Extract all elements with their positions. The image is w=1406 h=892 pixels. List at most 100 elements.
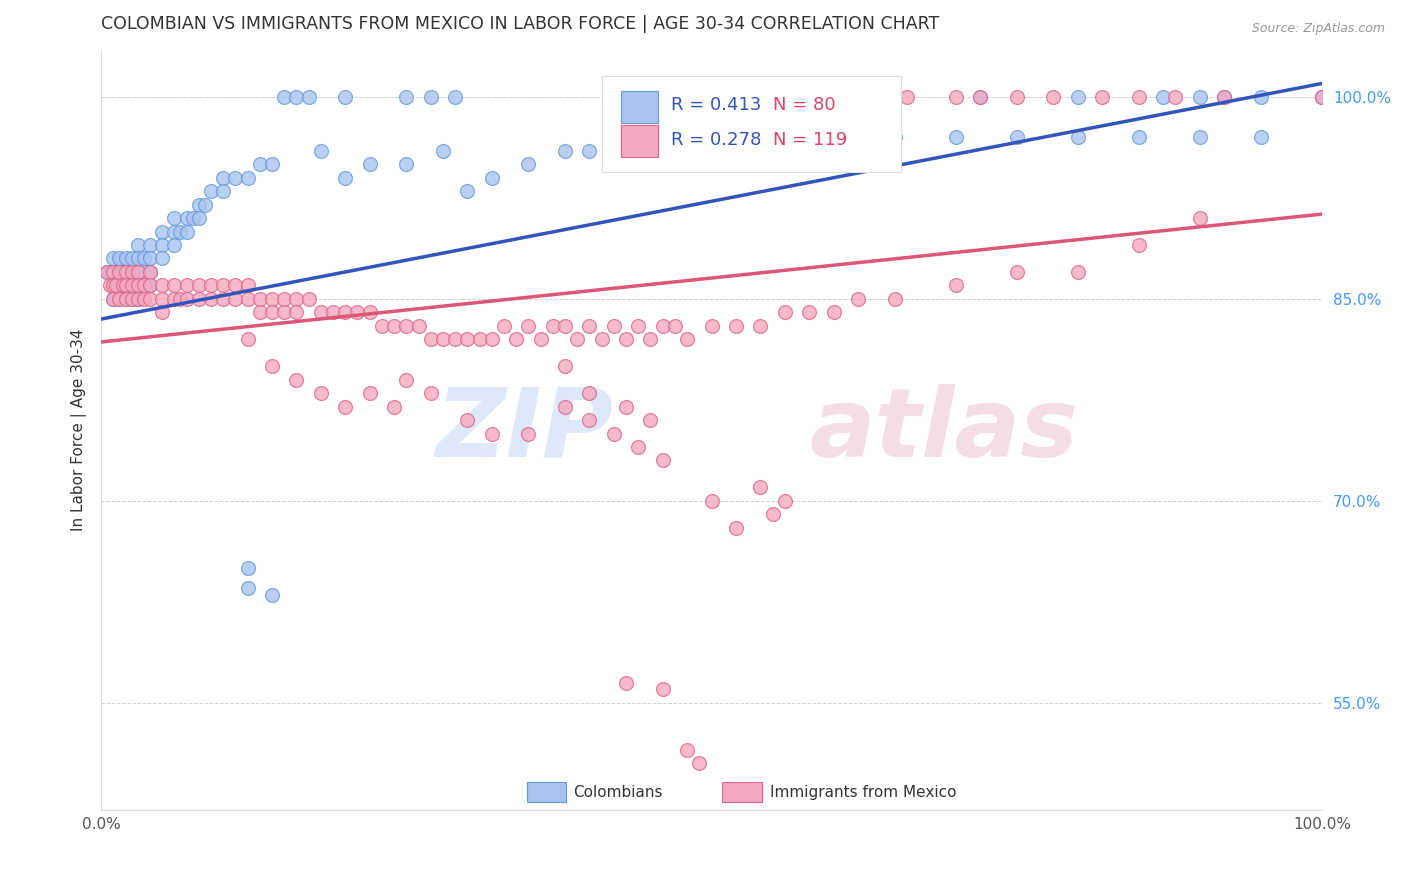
Point (273, 90, 295, 104)
Text: ZIP: ZIP (436, 384, 614, 476)
Point (395, 373, 418, 387)
Point (1188, 211, 1211, 226)
Point (359, 305, 381, 319)
Point (700, 130, 723, 145)
Point (224, 278, 246, 293)
Point (103, 252, 125, 266)
Point (108, 292, 131, 306)
Point (456, 332, 478, 346)
Point (517, 318, 540, 333)
Point (212, 170, 235, 185)
Point (150, 252, 173, 266)
Point (651, 318, 673, 333)
Text: Source: ZipAtlas.com: Source: ZipAtlas.com (1251, 22, 1385, 36)
Point (554, 400, 576, 414)
Point (224, 292, 246, 306)
Point (395, 318, 418, 333)
Point (98, 265, 121, 279)
Point (468, 332, 491, 346)
Point (1310, 90, 1333, 104)
Point (260, 359, 283, 374)
Point (236, 332, 259, 346)
Point (309, 144, 332, 158)
Point (945, 278, 967, 293)
Point (127, 252, 149, 266)
Point (554, 318, 576, 333)
Point (212, 292, 235, 306)
Point (444, 90, 467, 104)
Point (163, 238, 186, 252)
Point (150, 238, 173, 252)
Point (236, 582, 259, 596)
Point (359, 157, 381, 171)
Point (823, 90, 845, 104)
Point (112, 265, 135, 279)
Point (799, 305, 821, 319)
Point (139, 252, 162, 266)
Point (163, 278, 186, 293)
Point (578, 386, 600, 401)
Point (127, 278, 149, 293)
Point (1005, 265, 1028, 279)
Point (108, 265, 131, 279)
Point (114, 265, 136, 279)
Point (187, 211, 209, 226)
Point (96, 265, 118, 279)
Point (108, 278, 131, 293)
Point (1128, 238, 1150, 252)
Point (700, 318, 723, 333)
Point (591, 332, 613, 346)
Point (1250, 90, 1272, 104)
Point (236, 278, 259, 293)
Point (150, 278, 173, 293)
Point (664, 318, 686, 333)
Point (176, 225, 198, 239)
Point (121, 278, 143, 293)
Point (335, 305, 357, 319)
Text: N = 80: N = 80 (772, 96, 835, 114)
Y-axis label: In Labor Force | Age 30-34: In Labor Force | Age 30-34 (72, 329, 87, 532)
Point (169, 225, 191, 239)
Point (98, 278, 121, 293)
Point (688, 756, 710, 771)
Point (127, 292, 149, 306)
Point (249, 157, 271, 171)
Point (249, 292, 271, 306)
Point (1128, 90, 1150, 104)
Point (1067, 265, 1090, 279)
Point (883, 292, 905, 306)
Point (309, 305, 332, 319)
Point (749, 318, 772, 333)
Point (1188, 90, 1211, 104)
Point (382, 318, 405, 333)
Point (614, 332, 637, 346)
Point (1250, 130, 1272, 145)
Point (139, 278, 162, 293)
Point (1310, 90, 1333, 104)
Point (541, 318, 564, 333)
Point (1128, 130, 1150, 145)
FancyBboxPatch shape (602, 77, 901, 171)
Point (456, 184, 478, 198)
Point (285, 305, 308, 319)
Point (1005, 130, 1028, 145)
Point (132, 292, 155, 306)
Point (132, 265, 155, 279)
Point (346, 305, 368, 319)
FancyBboxPatch shape (621, 125, 658, 157)
Point (103, 265, 125, 279)
Point (773, 493, 796, 508)
Point (194, 197, 217, 211)
Point (823, 130, 845, 145)
Point (1091, 90, 1114, 104)
Point (773, 305, 796, 319)
Point (1067, 130, 1090, 145)
Point (676, 332, 699, 346)
Point (260, 157, 283, 171)
Text: Immigrants from Mexico: Immigrants from Mexico (770, 785, 956, 800)
FancyBboxPatch shape (723, 781, 762, 802)
Point (627, 318, 650, 333)
Point (603, 426, 626, 441)
Point (132, 278, 155, 293)
Point (432, 144, 454, 158)
